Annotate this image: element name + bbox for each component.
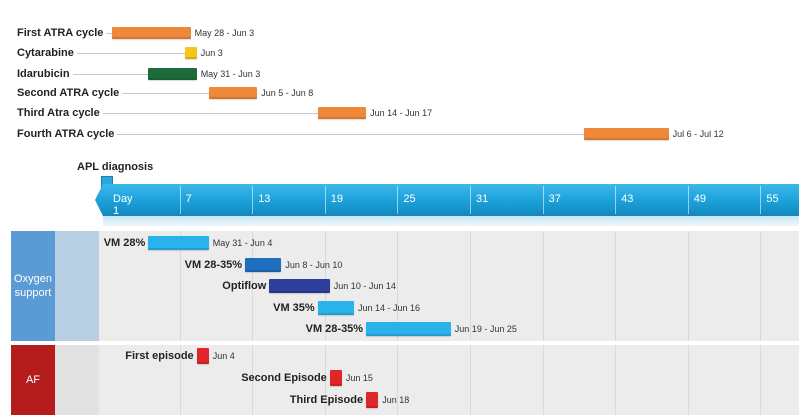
swimlane-task-bar[interactable] bbox=[245, 258, 282, 272]
grid-line bbox=[179, 345, 181, 415]
grid-line bbox=[179, 231, 181, 341]
grid-line bbox=[252, 345, 254, 415]
top-task-bar[interactable] bbox=[112, 27, 191, 39]
swimlane-background bbox=[99, 345, 799, 415]
swimlane-header-extension bbox=[55, 231, 99, 341]
grid-line bbox=[252, 231, 254, 341]
leader-line bbox=[106, 33, 112, 34]
tick-label: Day 1 bbox=[113, 193, 133, 217]
swimlane-task-label: VM 35% bbox=[273, 302, 315, 314]
leader-line bbox=[122, 93, 209, 94]
grid-line bbox=[687, 345, 689, 415]
grid-line bbox=[470, 345, 471, 415]
top-task-area: First ATRA cycle May 28 - Jun 3 Cytarabine… bbox=[0, 0, 799, 150]
swimlane-header-extension bbox=[55, 345, 99, 415]
grid-line bbox=[542, 345, 544, 415]
top-task-label: Idarubicin bbox=[17, 68, 70, 80]
swimlane-task-label: VM 28-35% bbox=[184, 259, 243, 271]
leader-line bbox=[72, 74, 149, 75]
swimlane-task-dates: Jun 14 - Jun 16 bbox=[358, 303, 421, 313]
tick-label: 43 bbox=[621, 193, 634, 205]
tick-label: 55 bbox=[766, 193, 779, 205]
swimlane-task-dates: Jun 19 - Jun 25 bbox=[454, 324, 517, 334]
top-task-dates: Jul 6 - Jul 12 bbox=[672, 129, 724, 139]
top-task-label: Second ATRA cycle bbox=[17, 87, 120, 99]
top-task-dates: Jun 5 - Jun 8 bbox=[261, 88, 314, 98]
grid-line bbox=[615, 345, 617, 415]
tick-label: 13 bbox=[258, 193, 271, 205]
swimlane-task-bar[interactable] bbox=[329, 370, 342, 386]
swimlane-title-line: Oxygen bbox=[14, 273, 52, 285]
grid-line bbox=[542, 231, 544, 341]
swimlane-title-line: AF bbox=[25, 374, 41, 386]
timeline-band-shape bbox=[95, 184, 799, 216]
top-task-bar[interactable] bbox=[583, 128, 669, 140]
swimlane-task-bar[interactable] bbox=[366, 322, 451, 336]
top-task-dates: Jun 14 - Jun 17 bbox=[370, 108, 433, 118]
timeline-band bbox=[95, 184, 799, 216]
swimlane-task-dates: Jun 15 bbox=[345, 373, 373, 383]
tick-separator bbox=[687, 186, 689, 214]
grid-line bbox=[687, 231, 689, 341]
swimlane-task-dates: Jun 4 bbox=[212, 351, 235, 361]
swimlane-task-label: Optiflow bbox=[222, 280, 267, 292]
tick-label: 37 bbox=[548, 193, 561, 205]
swimlane-task-label: First episode bbox=[125, 350, 194, 362]
swimlane-header: Oxygen support bbox=[11, 231, 55, 341]
swimlane-header: AF bbox=[11, 345, 55, 415]
top-task-bar[interactable] bbox=[208, 87, 258, 99]
grid-line bbox=[324, 345, 326, 415]
milestone-label: APL diagnosis bbox=[77, 161, 154, 173]
leader-line bbox=[117, 134, 584, 135]
tick-label: 7 bbox=[185, 193, 192, 205]
swimlane-task-dates: May 31 - Jun 4 bbox=[212, 238, 273, 248]
leader-line bbox=[76, 53, 185, 54]
tick-label: 25 bbox=[403, 193, 416, 205]
swimlane-task-label: VM 28-35% bbox=[305, 323, 364, 335]
swimlane-task-label: Third Episode bbox=[289, 394, 364, 406]
grid-line bbox=[470, 231, 471, 341]
swimlane-title-line: support bbox=[14, 287, 52, 299]
tick-separator bbox=[615, 186, 617, 214]
top-task-label: First ATRA cycle bbox=[17, 27, 104, 39]
grid-line bbox=[760, 231, 762, 341]
top-task-label: Third Atra cycle bbox=[17, 107, 100, 119]
leader-line bbox=[102, 113, 318, 114]
top-task-dates: May 31 - Jun 3 bbox=[200, 69, 261, 79]
tick-separator bbox=[470, 186, 471, 214]
top-task-dates: May 28 - Jun 3 bbox=[194, 28, 255, 38]
swimlane-task-bar[interactable] bbox=[269, 279, 330, 293]
tick-label: 31 bbox=[476, 193, 489, 205]
top-task-bar[interactable] bbox=[148, 68, 197, 80]
tick-separator bbox=[179, 186, 181, 214]
grid-line bbox=[397, 345, 399, 415]
top-task-bar[interactable] bbox=[184, 47, 197, 59]
tick-separator bbox=[324, 186, 326, 214]
grid-line bbox=[760, 345, 762, 415]
tick-separator bbox=[252, 186, 254, 214]
swimlane-task-label: VM 28% bbox=[103, 237, 146, 249]
tick-label: 49 bbox=[693, 193, 707, 205]
swimlane-task-bar[interactable] bbox=[196, 348, 209, 364]
tick-separator bbox=[542, 186, 544, 214]
grid-line bbox=[615, 231, 617, 341]
top-task-label: Cytarabine bbox=[17, 47, 74, 59]
swimlane-task-bar[interactable] bbox=[317, 301, 354, 315]
timeline-shadow bbox=[103, 216, 799, 226]
swimlane-task-bar[interactable] bbox=[148, 236, 209, 250]
top-task-label: Fourth ATRA cycle bbox=[17, 128, 115, 140]
swimlane-task-bar[interactable] bbox=[366, 392, 379, 408]
swimlane-task-dates: Jun 8 - Jun 10 bbox=[285, 260, 343, 270]
swimlane-task-dates: Jun 10 - Jun 14 bbox=[333, 281, 396, 291]
grid-line bbox=[397, 231, 399, 341]
swimlane-task-dates: Jun 18 bbox=[382, 395, 410, 405]
swimlane-task-label: Second Episode bbox=[241, 372, 327, 384]
top-task-bar[interactable] bbox=[317, 107, 367, 119]
tick-label: 19 bbox=[330, 193, 344, 205]
tick-separator bbox=[397, 186, 399, 214]
top-task-dates: Jun 3 bbox=[200, 48, 223, 58]
tick-separator bbox=[760, 186, 762, 214]
